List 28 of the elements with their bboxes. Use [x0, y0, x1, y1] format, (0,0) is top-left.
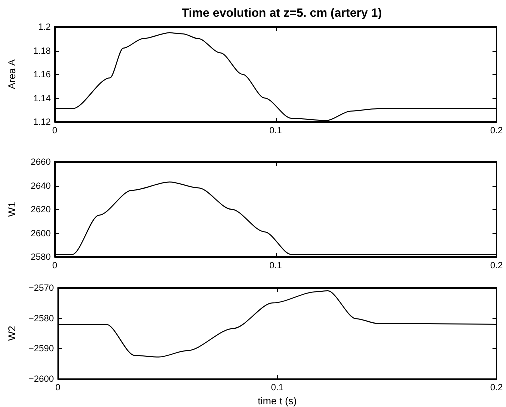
y-tick-label: 1.12	[33, 117, 51, 127]
y-tick-label: 2600	[30, 228, 51, 238]
y-tick-label: 2640	[30, 180, 51, 191]
y-tick-label: 1.18	[33, 46, 51, 56]
y-axis-title: Area A	[8, 59, 18, 90]
x-tick-label: 0.1	[271, 382, 284, 393]
x-tick-label: 0.1	[270, 126, 282, 136]
y-tick-label: 1.2	[38, 22, 51, 32]
y-axis-title: W2	[8, 326, 18, 342]
y-axis-title: W1	[8, 202, 18, 217]
x-axis-title: time t (s)	[258, 396, 297, 407]
y-tick-label: −2590	[28, 344, 54, 354]
x-tick-label: 0	[52, 126, 58, 136]
y-tick-label: 2620	[30, 204, 51, 214]
y-tick-label: 1.14	[33, 93, 51, 104]
x-tick-label: 0	[52, 260, 58, 270]
x-tick-label: 0.2	[490, 382, 503, 393]
x-tick-label: 0.2	[490, 126, 503, 136]
x-tick-label: 0.1	[270, 260, 282, 270]
x-tick-label: 0.2	[490, 260, 503, 270]
y-tick-label: −2580	[28, 313, 54, 324]
y-tick-label: 1.16	[33, 70, 51, 80]
y-tick-label: −2600	[28, 374, 54, 384]
y-tick-label: −2570	[28, 283, 54, 293]
x-tick-label: 0	[56, 382, 61, 393]
y-tick-label: 2580	[30, 252, 51, 262]
chart-title: Time evolution at z=5. cm (artery 1)	[182, 6, 382, 20]
y-tick-label: 2660	[30, 157, 51, 167]
